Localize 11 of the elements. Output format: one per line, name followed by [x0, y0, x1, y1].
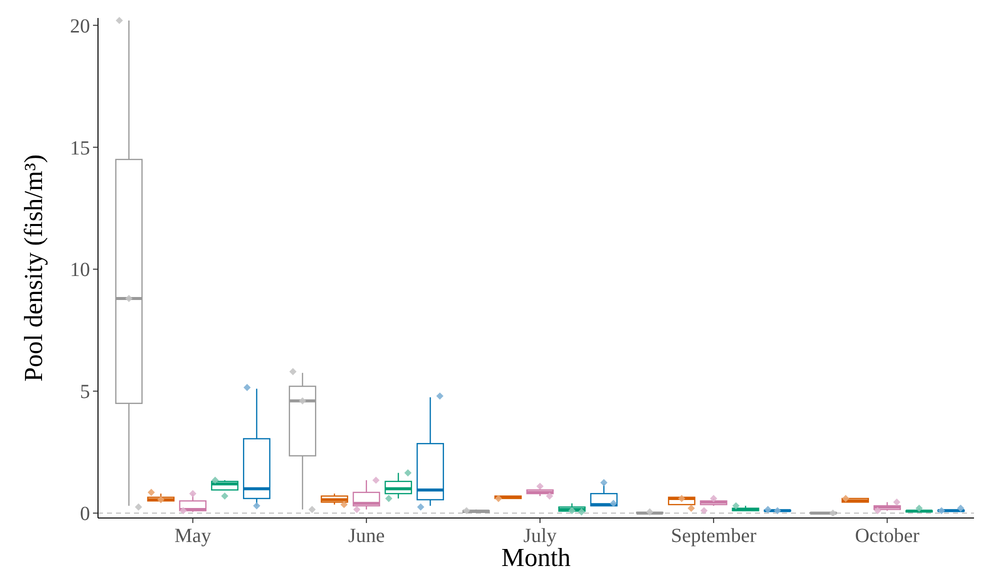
y-tick-label: 10 — [70, 259, 90, 282]
x-tick-label: September — [670, 525, 757, 547]
y-axis-title: Pool density (fish/m³) — [19, 154, 48, 382]
x-tick-label: July — [523, 525, 557, 547]
x-tick-label: October — [854, 525, 920, 547]
x-tick-label: June — [348, 525, 385, 547]
y-tick-label: 0 — [80, 503, 90, 526]
y-tick-label: 20 — [70, 15, 90, 38]
y-tick-label: 5 — [80, 381, 90, 404]
x-tick-label: May — [174, 525, 212, 547]
y-tick-label: 15 — [70, 137, 90, 160]
